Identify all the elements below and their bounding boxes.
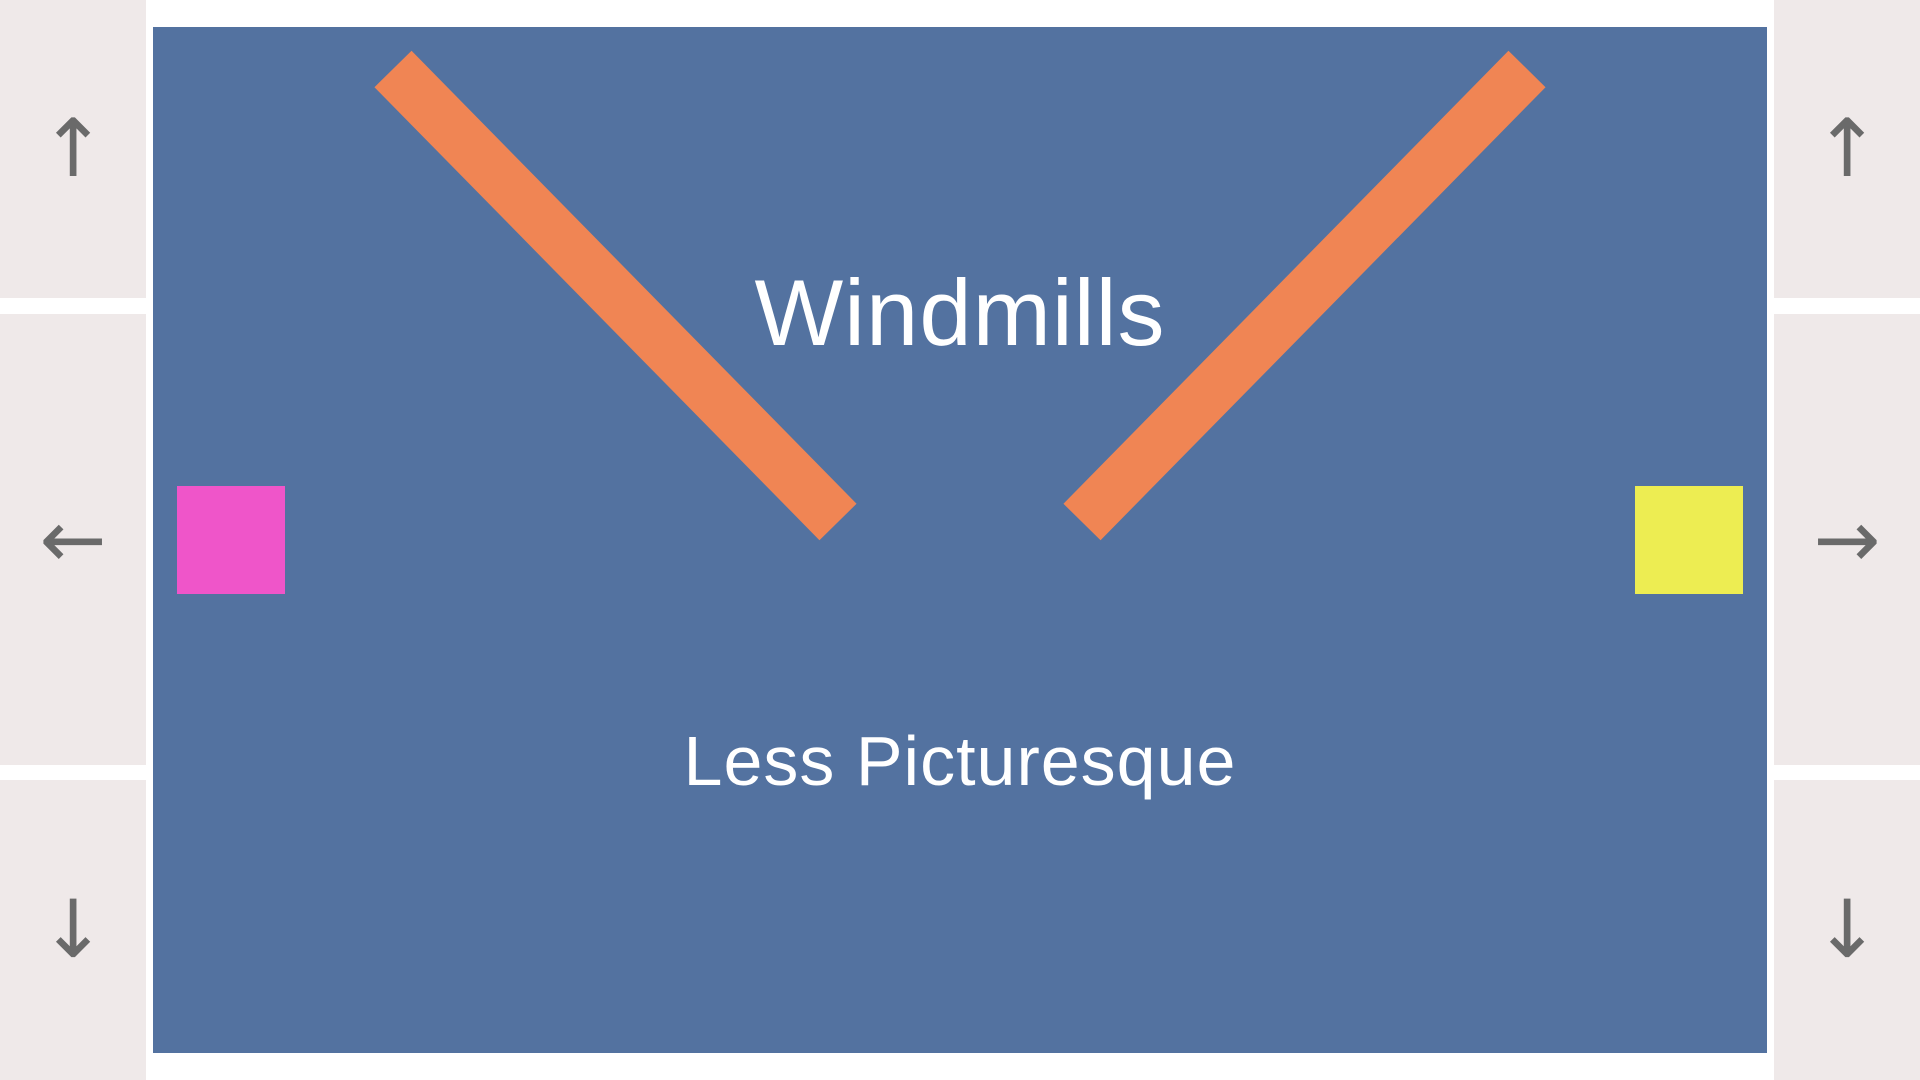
right-arrow-icon: → — [1813, 492, 1881, 586]
game-board: Windmills Less Picturesque — [153, 27, 1767, 1053]
right-right-button[interactable]: → — [1774, 314, 1920, 765]
windmill-blades — [374, 50, 1546, 541]
yellow-square — [1635, 486, 1743, 594]
right-blade — [1063, 50, 1546, 541]
left-blade — [374, 50, 857, 541]
pink-square — [177, 486, 285, 594]
left-left-button[interactable]: ← — [0, 314, 146, 765]
left-arrow-icon: ← — [39, 492, 107, 586]
board-title: Windmills — [754, 260, 1166, 365]
up-arrow-icon: ↑ — [1813, 102, 1881, 195]
left-up-button[interactable]: ↑ — [0, 0, 146, 298]
left-down-button[interactable]: ↓ — [0, 780, 146, 1080]
up-arrow-icon: ↑ — [39, 102, 107, 195]
down-arrow-icon: ↓ — [1813, 883, 1881, 976]
down-arrow-icon: ↓ — [39, 883, 107, 976]
board-subtitle: Less Picturesque — [683, 722, 1237, 800]
right-up-button[interactable]: ↑ — [1774, 0, 1920, 298]
right-down-button[interactable]: ↓ — [1774, 780, 1920, 1080]
